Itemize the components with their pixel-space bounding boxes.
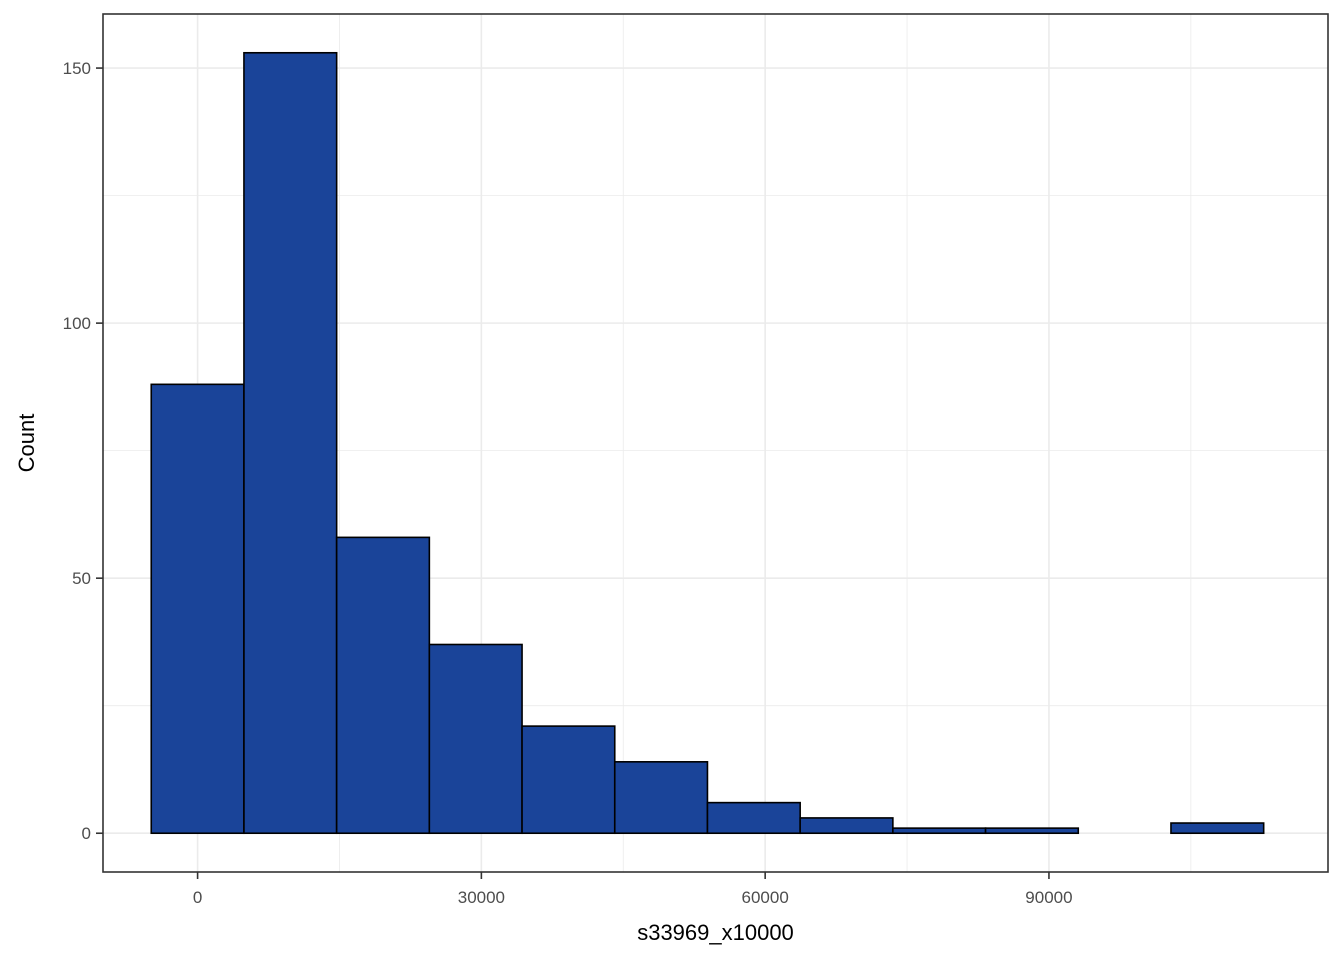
y-tick-label: 100 (63, 314, 91, 333)
histogram-bar (706, 801, 801, 835)
x-tick-label: 0 (193, 888, 202, 907)
histogram-bar (1170, 822, 1265, 835)
histogram-bar (521, 725, 616, 835)
panel-border (102, 13, 1329, 873)
x-axis-title: s33969_x10000 (637, 920, 794, 945)
histogram-bar (984, 827, 1080, 835)
histogram-bar (799, 817, 894, 835)
histogram-bar (243, 51, 338, 835)
histogram-bar (150, 383, 245, 835)
y-tick-label: 50 (72, 569, 91, 588)
histogram-bar (613, 761, 709, 835)
y-tick-label: 0 (82, 824, 91, 843)
tick-labels: 0 30000 60000 90000 0 50 100 150 (63, 59, 1073, 907)
axis-ticks (96, 67, 1050, 879)
x-tick-label: 90000 (1025, 888, 1072, 907)
y-axis-title: Count (14, 414, 39, 473)
histogram-bar (892, 827, 987, 835)
x-tick-label: 30000 (458, 888, 505, 907)
histogram-bar (428, 643, 523, 835)
y-tick-label: 150 (63, 59, 91, 78)
x-tick-label: 60000 (742, 888, 789, 907)
histogram-bar (335, 536, 431, 835)
histogram-bars (150, 51, 1265, 835)
